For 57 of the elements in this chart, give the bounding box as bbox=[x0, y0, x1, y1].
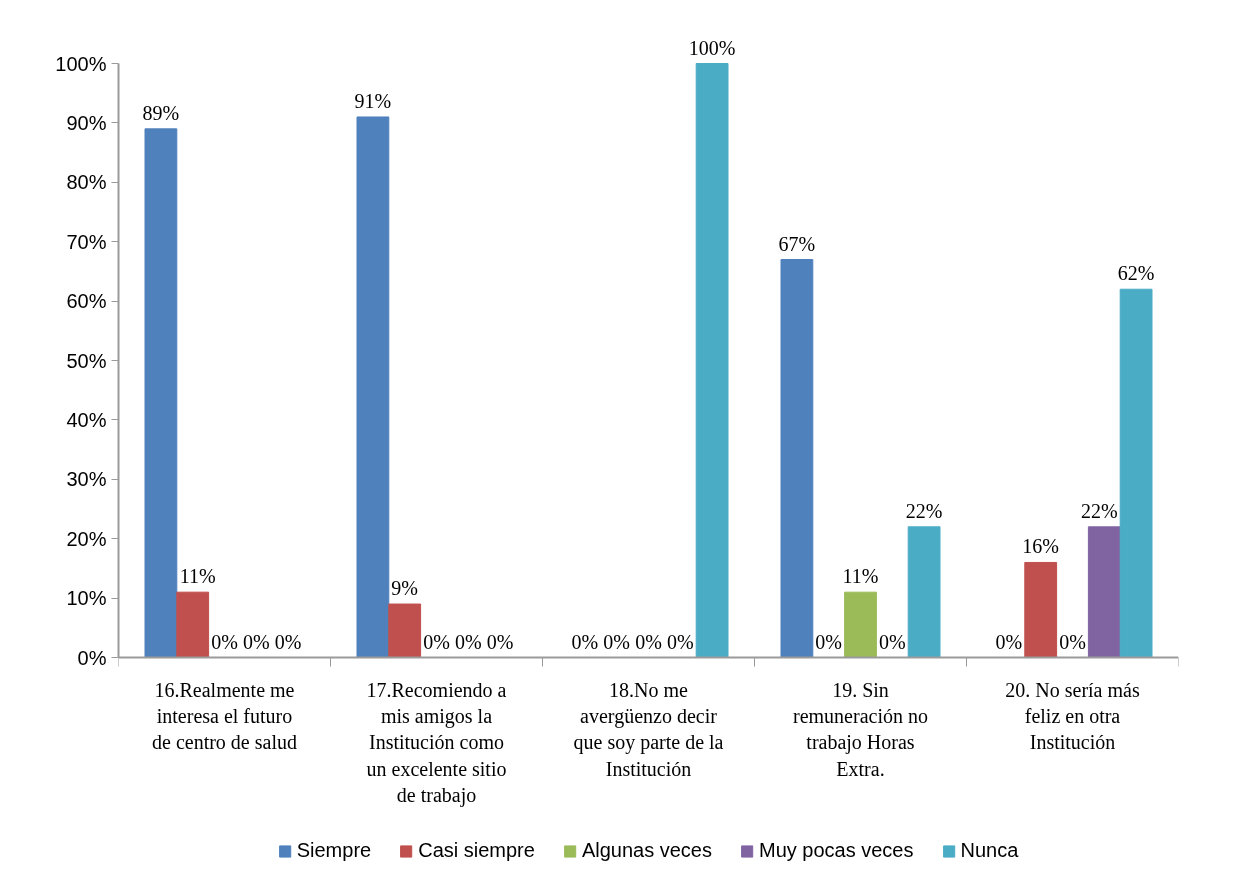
data-label: 0% bbox=[454, 630, 482, 653]
bar bbox=[176, 591, 210, 658]
x-tick-label: 17.Recomiendo a mis amigos la Institución como un excelente sitio de trabajo bbox=[366, 678, 507, 808]
data-label: 0% bbox=[666, 630, 694, 653]
y-tick-label: 10% bbox=[66, 587, 107, 610]
y-tick-label: 70% bbox=[66, 230, 107, 253]
data-label: 0% bbox=[571, 630, 599, 653]
data-label: 0% bbox=[995, 630, 1023, 653]
data-label: 62% bbox=[1117, 262, 1155, 285]
bar bbox=[1024, 561, 1058, 658]
data-label: 0% bbox=[635, 630, 662, 653]
y-tick-label: 60% bbox=[66, 290, 107, 313]
data-label: 9% bbox=[391, 577, 419, 600]
y-tick-label: 100% bbox=[55, 52, 107, 75]
legend-label: Nunca bbox=[960, 839, 1019, 862]
y-tick-label: 80% bbox=[66, 171, 107, 194]
data-label: 100% bbox=[688, 36, 736, 59]
data-label: 67% bbox=[778, 232, 816, 255]
data-label: 16% bbox=[1022, 535, 1060, 558]
legend-label: Siempre bbox=[296, 839, 372, 862]
bar bbox=[780, 259, 814, 658]
bar bbox=[356, 116, 390, 658]
data-label: 0% bbox=[878, 630, 906, 653]
x-tick-label: 18.No me avergüenzo decir que soy parte de la Institución bbox=[573, 678, 724, 780]
data-label: 0% bbox=[486, 630, 514, 653]
bar bbox=[695, 63, 729, 658]
x-tick-label: 20. No sería más feliz en otra Institución bbox=[1005, 678, 1140, 754]
x-tick-label: 19. Sin remuneración no trabajo Horas Extra. bbox=[793, 678, 928, 780]
data-label: 0% bbox=[603, 630, 631, 653]
legend-label: Muy pocas veces bbox=[758, 839, 914, 862]
y-tick-label: 40% bbox=[66, 408, 107, 431]
bar bbox=[844, 591, 877, 658]
data-label: 22% bbox=[905, 499, 943, 522]
legend-label: Casi siempre bbox=[418, 839, 535, 862]
y-tick-label: 0% bbox=[77, 646, 107, 669]
bar bbox=[1119, 288, 1153, 658]
y-tick-label: 90% bbox=[66, 111, 107, 134]
bar bbox=[907, 526, 941, 658]
legend-label: Algunas veces bbox=[581, 839, 712, 862]
bar bbox=[144, 128, 178, 658]
data-label: 91% bbox=[354, 89, 392, 112]
data-label: 0% bbox=[274, 630, 302, 653]
data-label: 89% bbox=[142, 101, 180, 124]
data-label: 11% bbox=[842, 565, 879, 588]
data-label: 0% bbox=[1059, 630, 1086, 653]
data-label: 22% bbox=[1080, 499, 1118, 522]
data-label: 0% bbox=[815, 630, 843, 653]
data-label: 11% bbox=[179, 565, 216, 588]
y-tick-label: 50% bbox=[66, 349, 107, 372]
data-label: 0% bbox=[242, 630, 270, 653]
bar bbox=[1087, 526, 1121, 658]
bar bbox=[388, 603, 422, 658]
x-tick-label: 16.Realmente me interesa el futuro de centro de salud bbox=[152, 678, 297, 754]
y-tick-label: 20% bbox=[66, 527, 107, 550]
data-label: 0% bbox=[211, 630, 238, 653]
y-tick-label: 30% bbox=[66, 468, 107, 491]
data-label: 0% bbox=[423, 630, 450, 653]
